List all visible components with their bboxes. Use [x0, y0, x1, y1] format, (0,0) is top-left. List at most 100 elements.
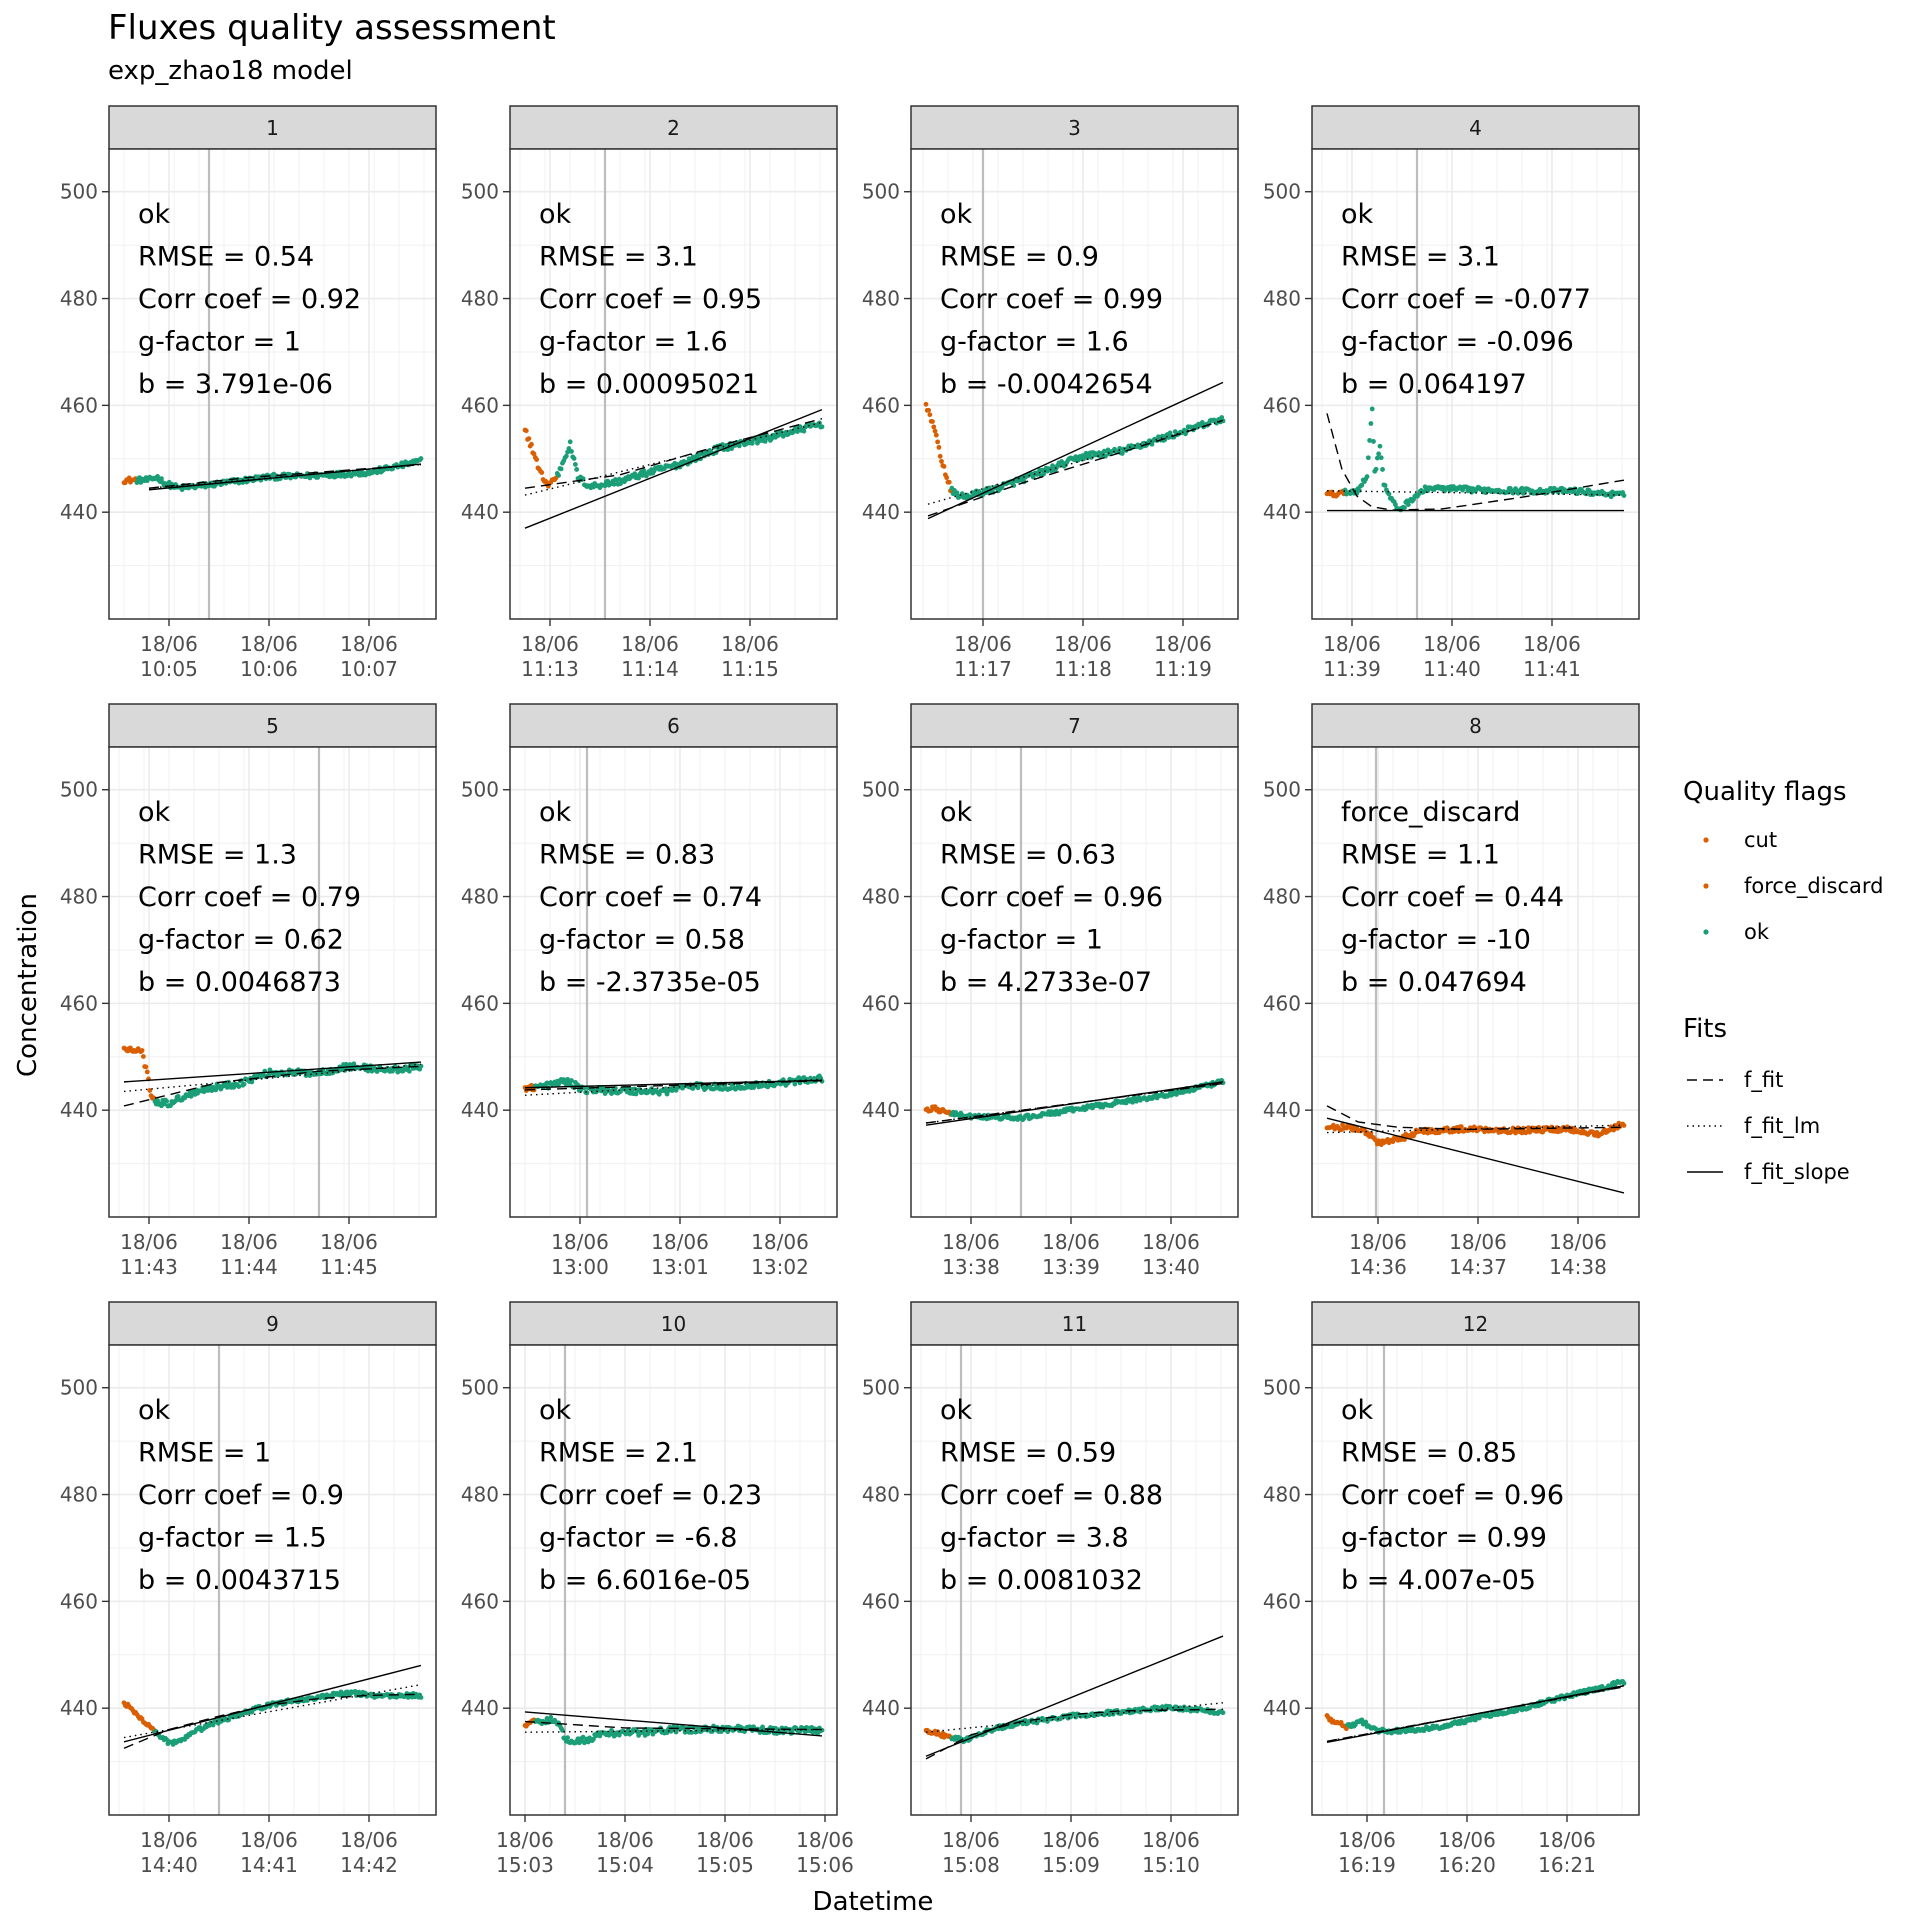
data-point-ok	[1367, 438, 1373, 443]
annotation-stat: g-factor = 0.62	[138, 925, 344, 956]
y-tick-label: 480	[60, 885, 98, 909]
y-tick-label: 440	[60, 500, 98, 524]
facet-strip	[910, 1301, 1239, 1346]
x-tick-label-time: 11:45	[320, 1255, 378, 1279]
data-point-ok	[159, 476, 164, 482]
data-point-cut	[151, 1095, 157, 1101]
annotation-stat: b = 4.007e-05	[1341, 1565, 1536, 1596]
fit-line-f_fit_slope	[123, 1061, 422, 1083]
x-tick-label-time: 13:00	[551, 1255, 609, 1279]
facet-strip	[1311, 703, 1640, 748]
data-point-cut	[937, 453, 943, 459]
data-point-ok	[584, 1090, 590, 1096]
facet-strip-label: 11	[1062, 1312, 1087, 1336]
x-tick-label-time: 16:19	[1338, 1853, 1396, 1877]
data-point-ok	[236, 1084, 242, 1090]
data-point-ok	[695, 1085, 701, 1091]
data-point-ok	[1117, 445, 1123, 451]
fit-line-f_fit_slope	[148, 463, 422, 491]
data-point-ok	[558, 466, 564, 472]
annotation-stat: b = 0.047694	[1341, 967, 1527, 998]
annotation-stat: Corr coef = 0.9	[138, 1480, 344, 1511]
data-point-ok	[571, 456, 577, 461]
annotation-stat: g-factor = -10	[1341, 925, 1531, 956]
x-tick-label-date: 18/06	[496, 1828, 554, 1852]
facet-strip-label: 5	[266, 714, 279, 738]
annotation-stat: Corr coef = 0.23	[539, 1480, 762, 1511]
y-tick-label: 460	[862, 1589, 900, 1613]
plot-background	[109, 149, 436, 619]
x-tick-label-date: 18/06	[1438, 1828, 1496, 1852]
annotation-flag: ok	[1341, 199, 1374, 230]
panel-border	[910, 148, 1239, 620]
annotation-stat: Corr coef = 0.95	[539, 284, 762, 315]
x-tick-label-time: 11:40	[1423, 657, 1481, 681]
data-point-ok	[1364, 474, 1370, 480]
annotation-stat: RMSE = 2.1	[539, 1438, 698, 1469]
annotation-stat: b = 0.0081032	[940, 1565, 1143, 1596]
data-point-ok	[819, 424, 825, 430]
fit-line-f_fit_slope	[925, 1081, 1224, 1126]
data-point-cut	[944, 475, 950, 481]
annotation-stat: g-factor = 1	[940, 925, 1103, 956]
x-tick-label-date: 18/06	[1449, 1230, 1507, 1254]
facet-panel-4: 4 ok RMSE = 3.1 Corr coef = -0.077 g-factor …	[1263, 105, 1640, 681]
data-point-ok	[682, 1729, 688, 1735]
data-point-ok	[736, 443, 742, 449]
facet-panel-2: 2 ok RMSE = 3.1 Corr coef = 0.95 g-factor = …	[461, 105, 838, 681]
facet-panel-12: 12 ok RMSE = 0.85 Corr coef = 0.96 g-factor …	[1263, 1301, 1640, 1877]
annotation-stat: g-factor = 1.6	[940, 327, 1129, 358]
x-tick-label-date: 18/06	[751, 1230, 809, 1254]
fit-line-f_fit	[1326, 413, 1625, 511]
data-point-ok	[1380, 467, 1385, 472]
x-tick-label-date: 18/06	[796, 1828, 854, 1852]
annotation-stat: Corr coef = 0.99	[940, 284, 1163, 315]
x-tick-label-time: 14:36	[1349, 1255, 1407, 1279]
data-point-cut	[529, 441, 534, 447]
data-point-ok	[343, 1061, 349, 1067]
y-tick-label: 460	[60, 393, 98, 417]
y-tick-label: 440	[862, 1696, 900, 1720]
data-point-ok	[569, 1078, 574, 1083]
data-point-ok	[810, 1729, 816, 1735]
x-tick-label-date: 18/06	[140, 632, 198, 656]
x-tick-label-date: 18/06	[954, 632, 1012, 656]
facet-strip-label: 1	[266, 116, 279, 140]
data-point-ok	[155, 474, 160, 479]
data-point-ok	[351, 1061, 357, 1067]
y-tick-label: 500	[862, 180, 900, 204]
legend-label-f_fit_lm: f_fit_lm	[1744, 1114, 1820, 1139]
panel-border	[108, 1344, 437, 1816]
annotation-stat: RMSE = 3.1	[539, 242, 698, 273]
plot-background	[1312, 747, 1639, 1217]
annotation-stat: g-factor = 1.5	[138, 1523, 327, 1554]
x-tick-label-date: 18/06	[1054, 632, 1112, 656]
y-tick-label: 480	[1263, 885, 1301, 909]
y-tick-label: 500	[461, 778, 499, 802]
data-point-cut	[534, 457, 540, 462]
y-tick-label: 500	[60, 778, 98, 802]
fit-line-f_fit_lm	[524, 1728, 823, 1733]
fit-line-f_fit	[123, 1065, 422, 1107]
fit-line-f_fit	[1326, 1105, 1625, 1131]
data-point-ok	[720, 1087, 725, 1092]
fit-line-f_fit_slope	[524, 1079, 823, 1089]
fit-line-f_fit_lm	[524, 421, 823, 496]
facet-strip-label: 2	[667, 116, 680, 140]
annotation-stat: Corr coef = 0.96	[940, 882, 1163, 913]
x-tick-label-date: 18/06	[1142, 1828, 1200, 1852]
data-point-ok	[572, 462, 578, 467]
data-point-ok	[727, 1086, 733, 1091]
panel-border	[509, 1344, 838, 1816]
y-tick-label: 480	[461, 287, 499, 311]
legend-title-fits: Fits	[1683, 1014, 1727, 1044]
y-tick-label: 480	[60, 1483, 98, 1507]
data-point-ok	[1220, 1710, 1226, 1716]
x-tick-label-date: 18/06	[1154, 632, 1212, 656]
y-tick-label: 500	[60, 1376, 98, 1400]
data-point-ok	[418, 1695, 424, 1700]
y-tick-label: 440	[1263, 1098, 1301, 1122]
x-tick-label-date: 18/06	[621, 632, 679, 656]
